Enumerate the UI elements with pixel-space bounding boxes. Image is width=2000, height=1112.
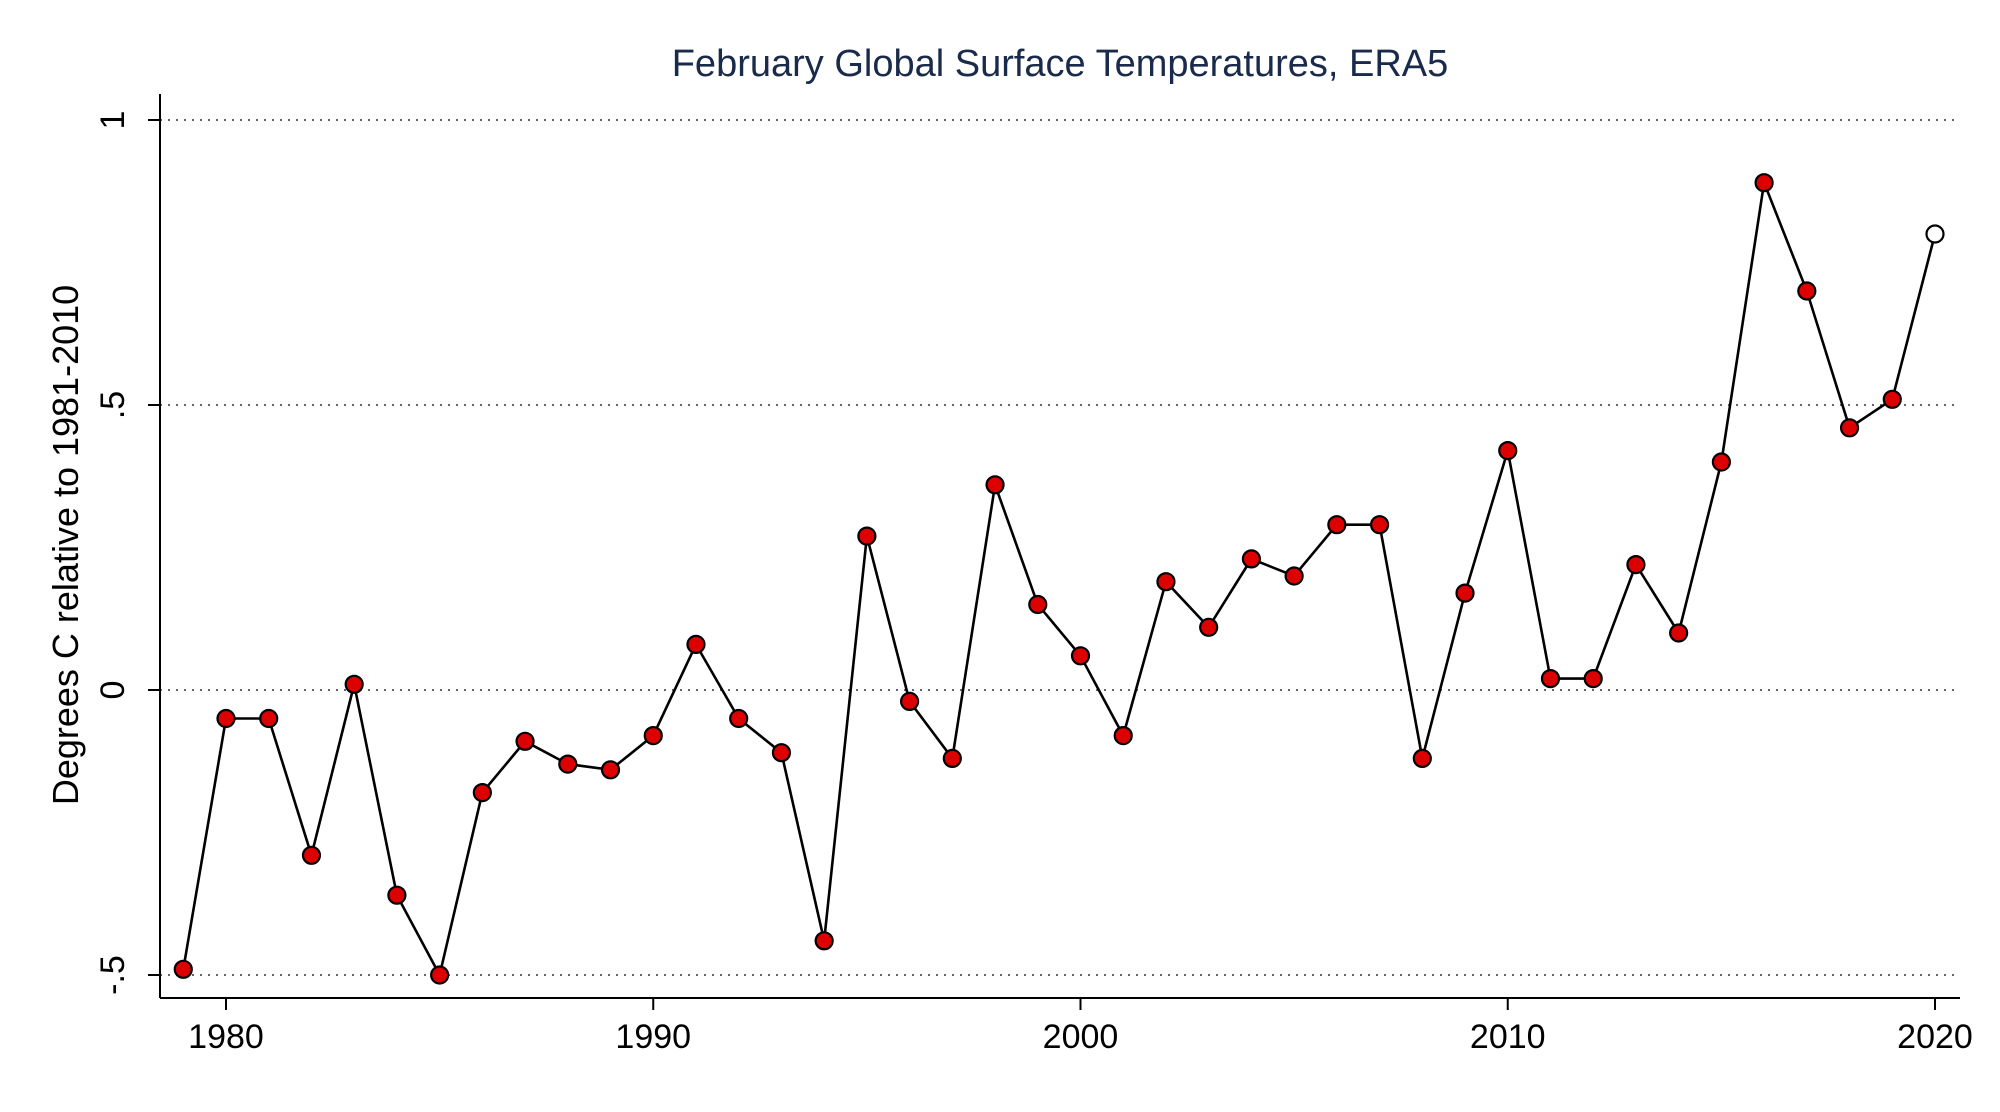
data-point <box>729 708 749 729</box>
data-point <box>515 731 535 751</box>
x-tick-label: 2020 <box>1897 1018 1973 1056</box>
data-point <box>173 959 193 979</box>
data-point <box>430 965 450 985</box>
series-line <box>181 177 1937 979</box>
data-point <box>301 845 322 865</box>
data-point <box>387 885 407 905</box>
data-point <box>1839 418 1860 438</box>
x-tick-label: 2010 <box>1470 1018 1546 1056</box>
data-point <box>942 748 962 769</box>
data-point <box>1711 452 1731 472</box>
data-point <box>600 760 621 780</box>
data-point <box>259 708 279 729</box>
data-point <box>899 691 920 712</box>
data-point <box>1156 572 1176 592</box>
data-point <box>1925 224 1945 244</box>
data-point <box>1284 566 1304 586</box>
data-point <box>1498 441 1518 461</box>
data-point <box>344 674 364 694</box>
data-point <box>1327 515 1347 535</box>
y-tick-label: -.5 <box>94 955 132 995</box>
y-axis-label: Degrees C relative to 1981-2010 <box>45 285 86 805</box>
data-point <box>558 754 578 774</box>
point-layer <box>173 173 1945 985</box>
x-tick-label: 1980 <box>188 1018 264 1056</box>
data-point <box>1199 617 1219 637</box>
data-point <box>1241 549 1262 569</box>
data-point <box>1626 554 1646 575</box>
data-point <box>857 526 877 546</box>
axes: -.5 0 .5 1 1980 1990 2000 2010 2020 <box>94 94 1973 1056</box>
data-point <box>1369 515 1390 535</box>
x-tick-label: 2000 <box>1043 1018 1119 1056</box>
data-point <box>1412 748 1432 769</box>
data-point <box>814 931 834 951</box>
data-point <box>1028 594 1048 615</box>
data-point <box>1455 583 1475 603</box>
data-point <box>985 475 1005 495</box>
data-point <box>216 708 236 729</box>
data-point <box>1754 173 1774 193</box>
x-tick-label: 1990 <box>615 1018 691 1056</box>
y-tick-label: .5 <box>94 391 132 419</box>
data-point <box>1583 668 1603 689</box>
y-tick-label: 1 <box>94 111 132 130</box>
data-point <box>1113 725 1133 746</box>
data-point <box>643 725 663 746</box>
chart-title: February Global Surface Temperatures, ER… <box>672 43 1449 85</box>
series-layer <box>181 177 1937 979</box>
y-tick-label: 0 <box>94 681 132 700</box>
data-point <box>1882 389 1902 409</box>
data-point <box>1070 646 1091 666</box>
y-gridlines <box>160 119 1960 976</box>
data-point <box>472 782 492 803</box>
data-point <box>686 634 706 655</box>
data-point <box>1669 623 1689 643</box>
data-point <box>1540 668 1561 689</box>
data-point <box>1797 281 1817 301</box>
data-point <box>771 743 792 763</box>
